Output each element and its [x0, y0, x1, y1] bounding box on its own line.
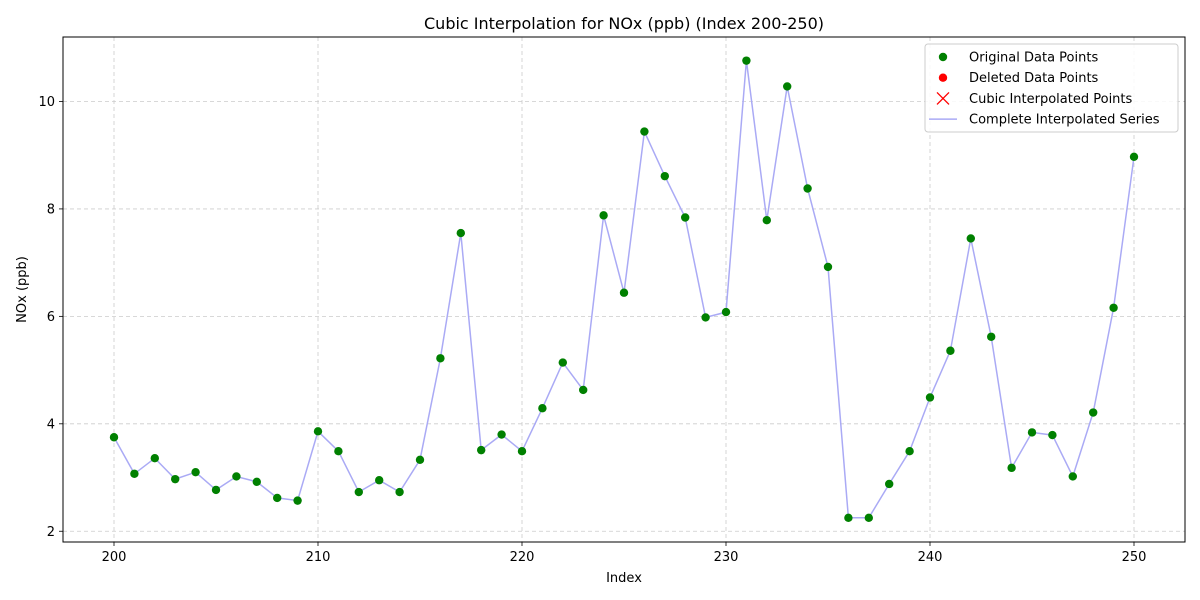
data-point: [762, 215, 771, 225]
data-point: [1027, 428, 1037, 437]
y-tick-label: 8: [47, 202, 55, 217]
data-point: [1129, 152, 1139, 162]
data-point: [456, 228, 465, 238]
data-point: [1089, 408, 1098, 417]
legend-label: Cubic Interpolated Points: [969, 92, 1133, 107]
data-point: [640, 127, 649, 136]
data-point: [313, 427, 323, 436]
x-axis-ticks: 200 210 220 230 240 250: [102, 542, 1147, 565]
data-point: [925, 393, 935, 402]
x-tick-label: 200: [102, 550, 127, 565]
legend-marker-dot: [938, 52, 948, 62]
data-point: [558, 358, 567, 367]
y-axis-ticks: 2 4 6 8 10: [38, 95, 63, 540]
x-tick-label: 210: [306, 550, 331, 565]
data-point: [619, 288, 629, 297]
legend-box: [924, 43, 1179, 133]
x-tick-label: 220: [510, 550, 535, 565]
data-point: [905, 447, 914, 456]
chart-title: Cubic Interpolation for NOx (ppb) (Index…: [424, 14, 824, 33]
data-point: [436, 354, 445, 363]
data-point: [885, 479, 894, 489]
legend-item: Complete Interpolated Series: [929, 113, 1160, 128]
data-point: [987, 332, 996, 341]
y-tick-label: 10: [38, 95, 55, 110]
data-point: [946, 346, 955, 355]
data-point: [681, 213, 690, 222]
original-data-points: [109, 56, 1139, 523]
data-point: [415, 455, 425, 465]
legend-label: Deleted Data Points: [969, 71, 1099, 86]
data-point: [701, 313, 710, 322]
legend: Original Data Points Deleted Data Points C…: [924, 43, 1179, 133]
data-point: [273, 493, 282, 503]
data-point: [150, 453, 159, 463]
data-point: [334, 447, 343, 456]
legend-label: Original Data Points: [969, 51, 1098, 66]
data-point: [232, 472, 241, 481]
legend-marker-dot: [938, 73, 948, 82]
data-point: [252, 477, 261, 487]
data-point: [823, 262, 833, 272]
x-tick-label: 240: [918, 550, 943, 565]
data-point: [477, 445, 486, 455]
data-point: [660, 171, 669, 181]
data-point: [844, 513, 853, 523]
data-point: [191, 467, 200, 477]
data-point: [517, 447, 527, 456]
data-point: [109, 433, 119, 442]
data-point: [803, 184, 812, 193]
data-point: [1007, 463, 1016, 473]
data-point: [864, 513, 873, 523]
data-point: [579, 385, 588, 395]
data-point: [783, 82, 792, 91]
legend-marker-x: [936, 91, 950, 105]
y-tick-label: 2: [47, 525, 55, 540]
legend-item: Original Data Points: [938, 51, 1098, 66]
data-point: [538, 404, 547, 413]
data-point: [742, 56, 751, 65]
data-point: [1048, 430, 1057, 440]
data-point: [497, 430, 506, 439]
data-point: [599, 211, 608, 220]
data-point: [293, 496, 302, 505]
y-tick-label: 6: [47, 310, 55, 325]
data-point: [966, 234, 975, 243]
x-axis-label: Index: [606, 571, 642, 586]
data-point: [375, 476, 384, 485]
y-axis-label: NOx (ppb): [15, 256, 30, 323]
data-point: [130, 469, 139, 478]
x-tick-label: 230: [714, 550, 739, 565]
data-point: [1068, 472, 1078, 481]
data-point: [721, 307, 731, 317]
x-tick-label: 250: [1122, 550, 1147, 565]
plot-frame: [62, 36, 1186, 543]
legend-item: Deleted Data Points: [938, 71, 1099, 86]
data-point: [395, 487, 404, 497]
data-point: [354, 487, 363, 497]
legend-item: Cubic Interpolated Points: [936, 91, 1133, 107]
data-point: [211, 485, 221, 495]
data-point: [171, 474, 180, 484]
y-tick-label: 4: [47, 417, 55, 432]
data-point: [1109, 303, 1118, 312]
legend-label: Complete Interpolated Series: [969, 113, 1160, 128]
